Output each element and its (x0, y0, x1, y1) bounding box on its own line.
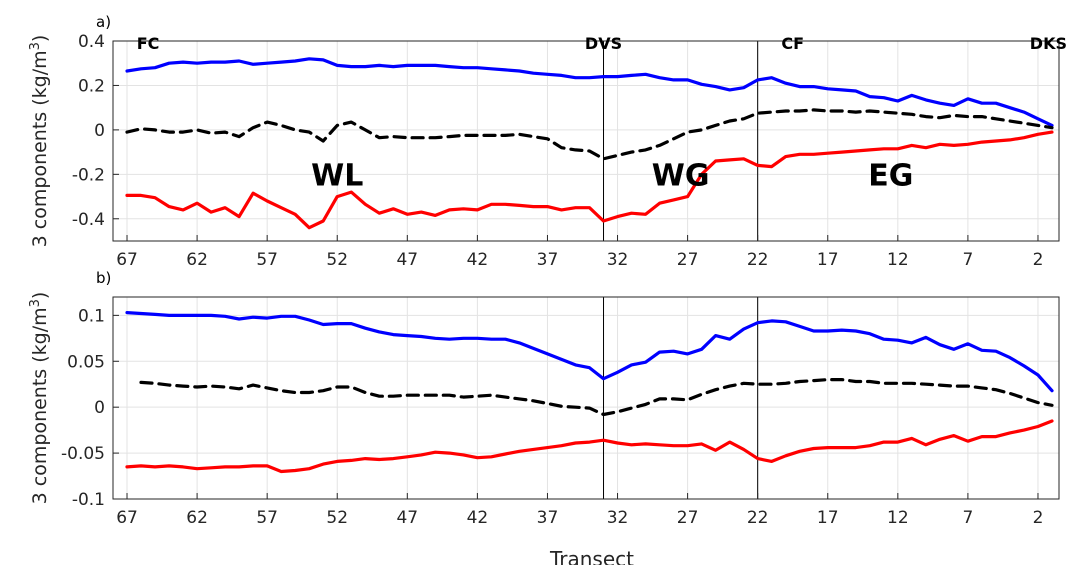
series-line (125, 108, 1054, 161)
x-tick-label: 32 (607, 250, 629, 270)
y-tick-label: -0.1 (72, 490, 105, 510)
x-tick-label: 17 (817, 508, 839, 528)
y-tick-label: 0 (94, 121, 105, 141)
y-axis-label: 3 components (kg/m3) (28, 292, 52, 505)
series-line (125, 419, 1054, 474)
series-line (125, 311, 1054, 393)
x-tick-label: 37 (537, 250, 559, 270)
y-axis-label-text: 3 components (kg/m (29, 307, 51, 504)
x-tick-label: 37 (537, 508, 559, 528)
series-line (139, 378, 1054, 417)
y-tick-label: 0.05 (67, 352, 105, 372)
panel-b: 67 62 57 52 47 42 37 32 27 22 17 12 7 2 -0.1 -0.05 0 0.05… (28, 269, 1060, 528)
y-axis-label-tail: ) (29, 35, 51, 42)
x-tick-label: 67 (116, 250, 138, 270)
site-label: DVS (585, 34, 622, 53)
x-tick-label: 32 (607, 508, 629, 528)
x-tick-label: 57 (256, 250, 278, 270)
x-tick-label: 12 (887, 508, 909, 528)
x-tick-label: 47 (396, 508, 418, 528)
region-label: WL (311, 158, 363, 193)
y-axis-label-sup: 3 (28, 299, 43, 307)
x-tick-label: 12 (887, 250, 909, 270)
y-tick-label: 0 (94, 398, 105, 418)
x-tick-label: 62 (186, 250, 208, 270)
y-axis-label-sup: 3 (28, 42, 43, 50)
x-tick-label: 42 (467, 508, 489, 528)
series-line (125, 57, 1054, 128)
panel-a: 67 62 57 52 47 42 37 32 27 22 17 12 7 2 -0.4 -0.2 0 0.2 0.… (28, 13, 1067, 270)
site-label: DKS (1030, 34, 1067, 53)
x-tick-label: 57 (256, 508, 278, 528)
x-tick-label: 2 (1033, 508, 1044, 528)
y-tick-label: -0.4 (72, 210, 105, 230)
axes-box (112, 40, 1060, 242)
y-tick-label: -0.2 (72, 165, 105, 185)
x-tick-label: 47 (396, 250, 418, 270)
y-tick-label: 0.4 (78, 32, 105, 52)
site-label: FC (137, 34, 160, 53)
x-tick-label: 7 (962, 250, 973, 270)
x-tick-label: 52 (326, 250, 348, 270)
x-tick-label: 27 (677, 508, 699, 528)
y-axis-label-text: 3 components (kg/m (29, 50, 51, 247)
x-tick-label: 2 (1033, 250, 1044, 270)
x-tick-label: 27 (677, 250, 699, 270)
x-axis-label: Transect (549, 547, 634, 565)
y-axis-label: 3 components (kg/m3) (28, 35, 52, 248)
y-tick-label: -0.05 (61, 444, 105, 464)
x-tick-label: 22 (747, 250, 769, 270)
x-tick-label: 22 (747, 508, 769, 528)
x-tick-label: 62 (186, 508, 208, 528)
y-axis-label-tail: ) (29, 292, 51, 299)
x-tick-label: 42 (467, 250, 489, 270)
x-tick-label: 52 (326, 508, 348, 528)
x-tick-label: 17 (817, 250, 839, 270)
panel-label: b) (96, 269, 111, 287)
site-label: CF (781, 34, 804, 53)
series-line (125, 130, 1054, 230)
panel-label: a) (96, 13, 111, 31)
axes-box (112, 296, 1060, 500)
x-tick-label: 7 (962, 508, 973, 528)
y-tick-label: 0.1 (78, 306, 105, 326)
y-tick-label: 0.2 (78, 76, 105, 96)
x-tick-label: 67 (116, 508, 138, 528)
region-label: EG (868, 158, 913, 193)
region-label: WG (652, 158, 710, 193)
